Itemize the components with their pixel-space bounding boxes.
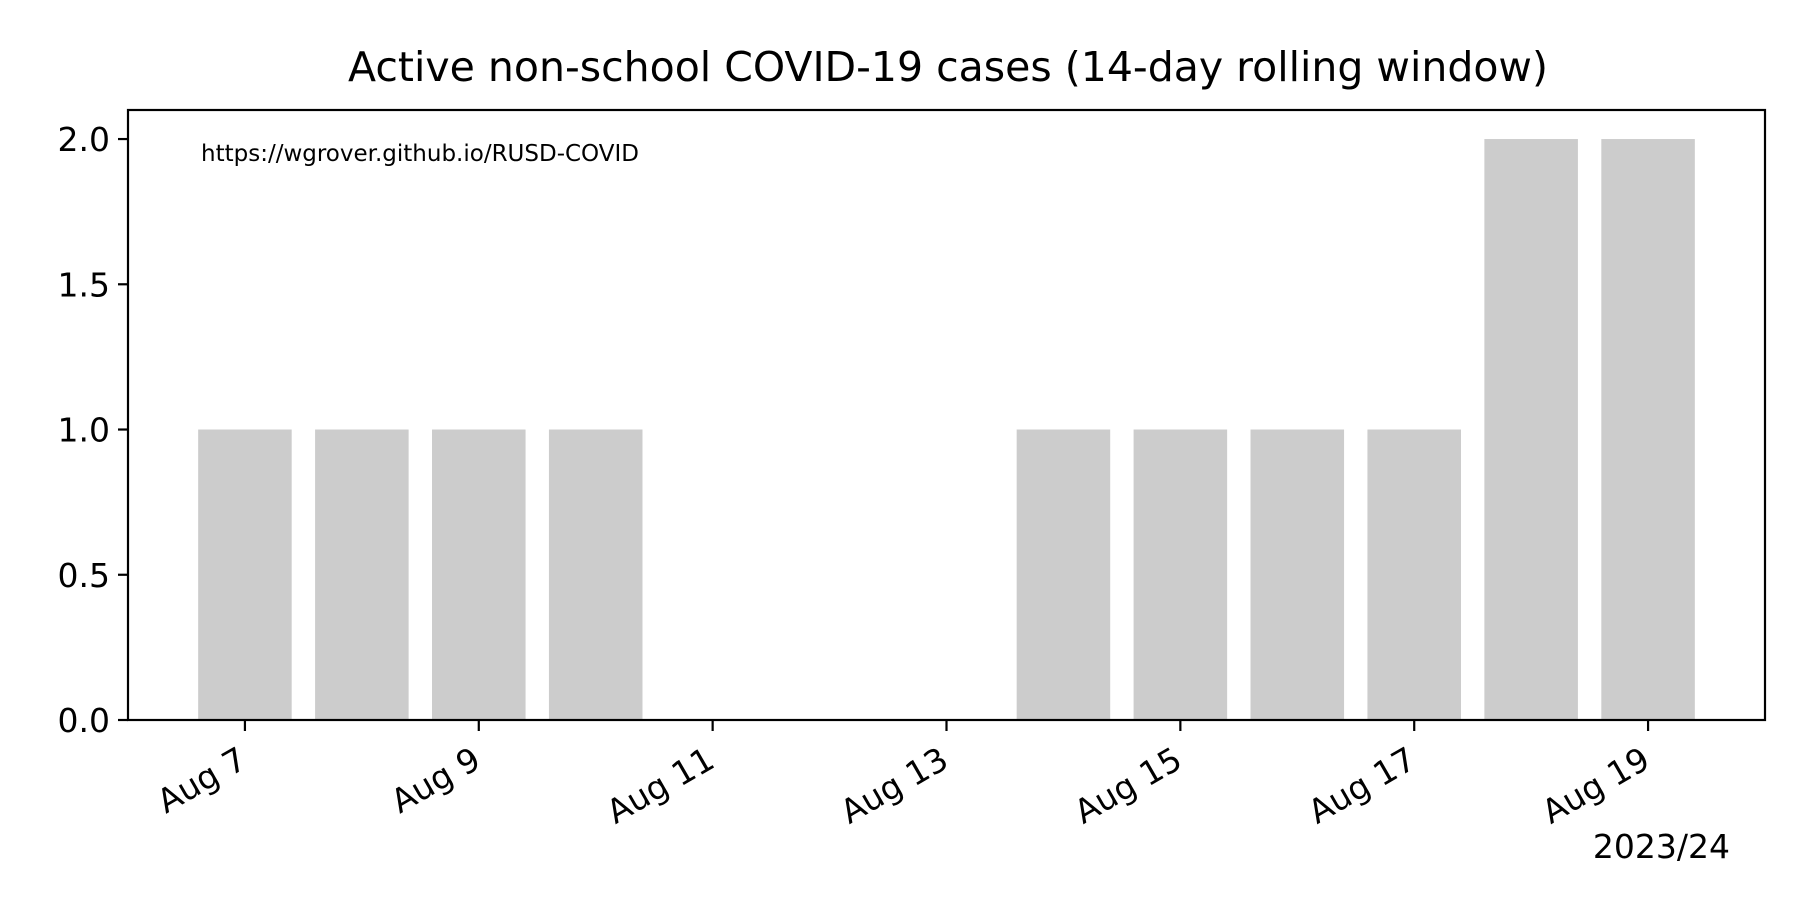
x-axis: Aug 7 Aug 9 Aug 11 Aug 13 Aug 15 Aug 17 Aug 19 (150, 720, 1656, 831)
bar (1016, 429, 1111, 720)
y-tick-label: 1.5 (58, 265, 110, 304)
bar (1250, 429, 1345, 720)
bar (548, 429, 643, 720)
bar (315, 429, 409, 720)
chart-title: Active non-school COVID-19 cases (14-day… (348, 43, 1548, 91)
bar (198, 429, 292, 720)
x-tick-label: Aug 19 (1535, 739, 1656, 831)
bar (1133, 429, 1228, 720)
x-tick-label: Aug 7 (150, 739, 253, 821)
bar (1484, 139, 1578, 721)
y-tick-label: 0.0 (58, 701, 110, 740)
x-tick-label: Aug 11 (600, 739, 721, 831)
x-tick-label: Aug 9 (384, 739, 487, 821)
y-tick-label: 2.0 (58, 120, 110, 159)
bar (1601, 139, 1695, 721)
source-url: https://wgrover.github.io/RUSD-COVID (201, 141, 639, 167)
x-tick-label: Aug 13 (834, 739, 955, 831)
year-label: 2023/24 (1593, 827, 1730, 866)
y-axis: 0.0 0.5 1.0 1.5 2.0 (58, 120, 128, 740)
y-tick-label: 1.0 (58, 411, 110, 450)
y-tick-label: 0.5 (58, 556, 110, 595)
x-tick-label: Aug 15 (1068, 739, 1189, 831)
bars-group (198, 139, 1695, 721)
bar (1367, 429, 1461, 720)
x-tick-label: Aug 17 (1301, 739, 1422, 831)
bar (432, 429, 526, 720)
